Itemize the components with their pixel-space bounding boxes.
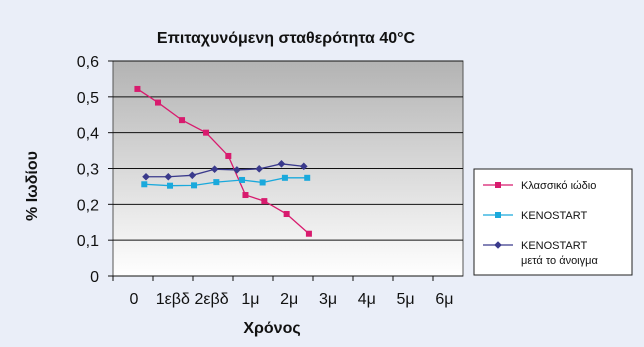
legend-marker xyxy=(494,241,502,249)
data-point xyxy=(305,230,312,237)
x-axis-title: Χρόνος xyxy=(243,320,300,337)
data-point xyxy=(304,174,311,181)
y-tick-label: 0,5 xyxy=(77,90,99,107)
series-2 xyxy=(141,174,311,189)
y-tick-label: 0,3 xyxy=(77,162,99,179)
x-tick-label: 2εβδ xyxy=(195,291,229,308)
series-line xyxy=(146,163,304,178)
series-line xyxy=(144,177,308,187)
x-tick-label: 6μ xyxy=(435,291,453,308)
y-tick-label: 0,1 xyxy=(77,233,99,250)
data-point xyxy=(281,174,288,181)
data-point xyxy=(134,85,141,92)
data-point xyxy=(141,181,148,188)
series-layer xyxy=(134,85,312,237)
x-tick-label: 4μ xyxy=(358,291,376,308)
data-point xyxy=(299,162,308,171)
series-1 xyxy=(134,85,312,237)
data-point xyxy=(167,182,174,189)
y-tick-label: 0 xyxy=(90,269,99,286)
legend-item-3: KENOSTART μετά το άνοιγμα xyxy=(483,240,598,267)
data-point xyxy=(210,165,219,174)
y-axis: 0 0,1 0,2 0,3 0,4 0,5 0,6 xyxy=(77,54,113,286)
data-point xyxy=(213,179,220,186)
data-point xyxy=(188,171,197,180)
series-3 xyxy=(142,160,308,181)
legend-item-2: KENOSTART xyxy=(483,210,587,222)
legend-label: KENOSTART xyxy=(521,240,587,252)
data-point xyxy=(277,160,286,168)
data-point xyxy=(283,211,290,218)
chart-title: Επιταχυνόμενη σταθερότητα 40°C xyxy=(157,30,416,47)
x-tick-label: 0 xyxy=(130,291,139,308)
x-axis: 0 1εβδ 2εβδ 1μ 2μ 3μ 4μ 5μ 6μ xyxy=(112,276,453,308)
data-point xyxy=(261,198,268,205)
x-tick-label: 3μ xyxy=(319,291,337,308)
legend-marker xyxy=(495,182,501,188)
data-point xyxy=(255,165,263,173)
legend-label: KENOSTART xyxy=(521,210,587,222)
plot-area xyxy=(112,60,464,277)
legend: Κλασσικό ιώδιο KENOSTART KENOSTART μετά το … xyxy=(473,168,633,276)
data-point xyxy=(259,179,266,186)
data-point xyxy=(164,172,173,181)
y-axis-title: % Ιωδίου xyxy=(24,151,41,221)
legend-label-line2: μετά το άνοιγμα xyxy=(521,255,598,267)
x-tick-label: 5μ xyxy=(397,291,415,308)
data-point xyxy=(142,172,150,181)
data-point xyxy=(155,99,162,106)
data-point xyxy=(239,176,246,183)
data-point xyxy=(179,117,186,124)
y-tick-label: 0,4 xyxy=(77,126,99,143)
data-point xyxy=(225,152,232,159)
x-tick-label: 1εβδ xyxy=(156,291,190,308)
legend-marker xyxy=(495,212,501,218)
legend-label: Κλασσικό ιώδιο xyxy=(521,180,596,192)
data-point xyxy=(203,129,210,136)
data-point xyxy=(242,192,249,199)
x-tick-label: 1μ xyxy=(241,291,259,308)
y-tick-label: 0,6 xyxy=(77,54,99,71)
x-tick-label: 2μ xyxy=(280,291,298,308)
data-point xyxy=(191,182,198,189)
data-point xyxy=(233,166,241,174)
y-tick-label: 0,2 xyxy=(77,197,99,214)
legend-item-1: Κλασσικό ιώδιο xyxy=(483,180,596,192)
